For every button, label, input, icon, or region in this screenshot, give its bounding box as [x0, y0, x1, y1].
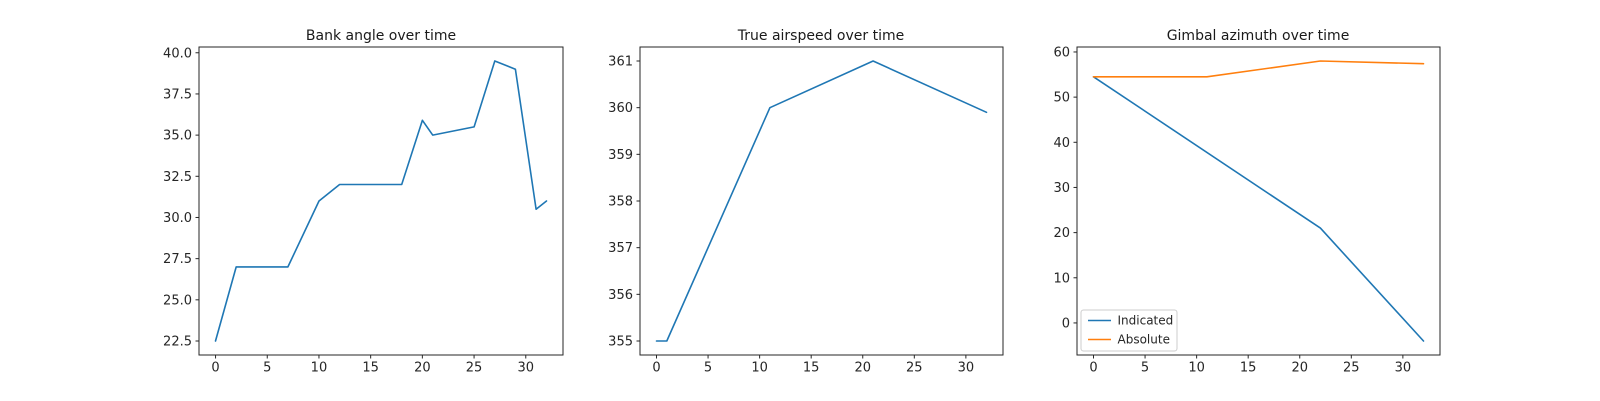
y-tick-label: 60: [1053, 45, 1070, 60]
series-line-true-airspeed: [655, 60, 988, 342]
y-tick-label: 22.5: [163, 335, 192, 350]
axes-frame: [1076, 46, 1441, 356]
x-tick-label: 20: [854, 361, 871, 376]
y-tick-label: 357: [608, 241, 633, 256]
y-tick-label: 25.0: [163, 293, 192, 308]
x-tick-label: 25: [906, 361, 923, 376]
x-tick-label: 30: [1395, 361, 1412, 376]
x-tick-label: 20: [1291, 361, 1308, 376]
legend-label: Absolute: [1118, 333, 1170, 347]
y-tick-label: 30: [1053, 181, 1070, 196]
y-tick-label: 32.5: [163, 170, 192, 185]
series-line-indicated: [1092, 76, 1425, 342]
y-tick-label: 10: [1053, 271, 1070, 286]
legend-label: Indicated: [1118, 314, 1174, 328]
y-tick-label: 30.0: [163, 211, 192, 226]
y-tick-label: 37.5: [163, 87, 192, 102]
y-tick-label: 359: [608, 148, 633, 163]
y-tick-label: 0: [1062, 316, 1070, 331]
chart-bank-angle-over-time: 0 5 10 15 20 25 30 22.5 25.0 27.5 30.0 32.5 35.0 37.5…: [163, 46, 564, 376]
y-tick-label: 27.5: [163, 252, 192, 267]
x-tick-label: 30: [958, 361, 975, 376]
y-tick-label: 356: [608, 288, 633, 303]
plot-area: [640, 47, 1003, 355]
x-tick-label: 15: [362, 361, 379, 376]
y-tick-label: 50: [1053, 91, 1070, 106]
series-line-bank-angle: [214, 60, 548, 342]
x-tick-label: 15: [803, 361, 820, 376]
y-tick-label: 358: [608, 195, 633, 210]
axes-frame: [639, 46, 1004, 356]
legend-item-indicated: Indicated: [1088, 314, 1173, 328]
x-tick-label: 10: [751, 361, 768, 376]
y-tick-label: 35.0: [163, 129, 192, 144]
legend-item-absolute: Absolute: [1088, 333, 1170, 347]
x-tick-label: 15: [1240, 361, 1257, 376]
y-tick-label: 355: [608, 335, 633, 350]
axes-frame: [198, 46, 564, 356]
plot-area: [1077, 47, 1440, 355]
x-tick-label: 20: [414, 361, 431, 376]
chart-gimbal-azimuth-over-time: 0 5 10 15 20 25 30 0 10 20 30 40 50 60 Indicated Absolu…: [1053, 45, 1441, 376]
x-tick-label: 5: [704, 361, 712, 376]
x-tick-label: 10: [311, 361, 328, 376]
chart-1-title: Bank angle over time: [305, 28, 457, 44]
chart-3-title: Gimbal azimuth over time: [1166, 28, 1350, 44]
series-line-absolute: [1092, 60, 1425, 78]
chart-2-title: True airspeed over time: [737, 28, 905, 44]
x-tick-label: 0: [211, 361, 219, 376]
legend: Indicated Absolute: [1080, 309, 1178, 352]
chart-true-airspeed-over-time: 0 5 10 15 20 25 30 355 356 357 358 359 360 361: [608, 46, 1004, 376]
x-tick-label: 0: [652, 361, 660, 376]
x-tick-label: 10: [1188, 361, 1205, 376]
x-tick-label: 0: [1089, 361, 1097, 376]
y-tick-label: 40.0: [163, 46, 192, 61]
y-tick-label: 40: [1053, 136, 1070, 151]
x-tick-label: 30: [517, 361, 534, 376]
x-tick-label: 25: [466, 361, 483, 376]
y-tick-label: 361: [608, 55, 633, 70]
plot-area: [199, 47, 563, 355]
x-tick-label: 25: [1343, 361, 1360, 376]
x-tick-label: 5: [263, 361, 271, 376]
y-tick-label: 20: [1053, 226, 1070, 241]
x-tick-label: 5: [1141, 361, 1149, 376]
y-tick-label: 360: [608, 101, 633, 116]
